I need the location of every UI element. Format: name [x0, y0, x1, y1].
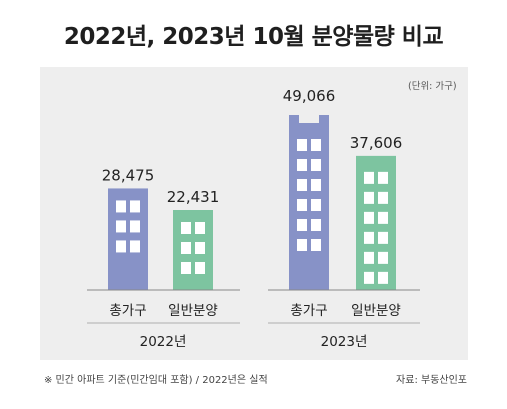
group-label: 2022년: [140, 334, 187, 350]
building-window: [297, 179, 307, 191]
building-window: [311, 179, 321, 191]
group-label: 2023년: [321, 334, 368, 350]
value-label: 22,431: [167, 188, 220, 206]
bar-2022년-총가구: [108, 188, 148, 290]
chart-title: 2022년, 2023년 10월 분양물량 비교: [63, 24, 444, 50]
building-window: [364, 231, 374, 244]
building-window: [130, 220, 140, 233]
building-window: [364, 191, 374, 204]
building-window: [130, 240, 140, 253]
source-label: 자료: 부동산인포: [396, 375, 467, 386]
building-window: [181, 241, 191, 254]
building-window: [378, 231, 388, 244]
building-window: [195, 261, 205, 274]
building-window: [378, 211, 388, 224]
building-window: [311, 239, 321, 251]
category-label: 일반분양: [351, 303, 401, 319]
building-window: [364, 251, 374, 264]
building-window: [116, 200, 126, 213]
building-window: [116, 220, 126, 233]
bar-2023년-총가구: [289, 115, 329, 290]
building-window: [378, 251, 388, 264]
building-window: [311, 219, 321, 231]
category-label: 일반분양: [168, 303, 218, 319]
building-window: [181, 261, 191, 274]
building-window: [116, 240, 126, 253]
bar-2023년-일반분양: [356, 155, 396, 290]
building-window: [195, 221, 205, 234]
building-window: [195, 241, 205, 254]
building-window: [311, 139, 321, 151]
category-label: 총가구: [109, 303, 146, 319]
value-label: 49,066: [283, 87, 336, 105]
building-window: [378, 271, 388, 284]
building-window: [181, 221, 191, 234]
building-window: [378, 171, 388, 184]
bar-2022년-일반분양: [173, 209, 213, 290]
building-window: [297, 139, 307, 151]
building-window: [130, 200, 140, 213]
building-window: [364, 171, 374, 184]
building-window: [378, 191, 388, 204]
building-window: [311, 199, 321, 211]
value-label: 37,606: [350, 134, 403, 152]
value-label: 28,475: [102, 166, 155, 184]
unit-label: (단위: 가구): [408, 81, 457, 92]
building-window: [297, 199, 307, 211]
footnote: ※ 민간 아파트 기준(민간임대 포함) / 2022년은 실적: [44, 375, 268, 386]
building-window: [364, 211, 374, 224]
building-window: [297, 159, 307, 171]
building-window: [297, 219, 307, 231]
building-window: [297, 239, 307, 251]
building-window: [311, 159, 321, 171]
building-window: [364, 271, 374, 284]
category-label: 총가구: [290, 303, 327, 319]
